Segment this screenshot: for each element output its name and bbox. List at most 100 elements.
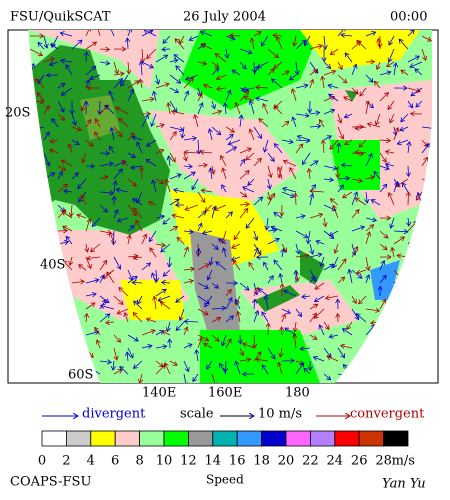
wind-vector bbox=[399, 39, 409, 50]
wind-vector bbox=[127, 347, 133, 358]
wind-vector bbox=[330, 139, 339, 149]
wind-vector bbox=[327, 356, 339, 362]
wind-vector bbox=[69, 144, 72, 154]
wind-vector bbox=[43, 35, 47, 48]
wind-vector bbox=[147, 48, 157, 59]
colorbar-title: Speed bbox=[206, 473, 244, 487]
wind-vector bbox=[253, 248, 258, 258]
wind-vector bbox=[223, 168, 227, 180]
wind-vector bbox=[107, 272, 115, 284]
wind-vector bbox=[211, 282, 218, 288]
wind-vector bbox=[315, 295, 325, 302]
wind-vector bbox=[169, 152, 175, 162]
wind-vector bbox=[152, 273, 157, 284]
wind-vector bbox=[295, 363, 304, 375]
wind-vector bbox=[43, 106, 49, 115]
wind-vector bbox=[319, 120, 325, 128]
wind-vector bbox=[204, 343, 213, 349]
wind-vector bbox=[197, 338, 202, 349]
colorbar-swatch bbox=[41, 430, 67, 447]
wind-vector bbox=[337, 30, 346, 37]
wind-vector bbox=[95, 119, 101, 128]
wind-vector bbox=[71, 127, 81, 130]
wind-vector bbox=[379, 152, 386, 162]
wind-vector bbox=[365, 218, 376, 221]
wind-vector bbox=[267, 276, 273, 284]
wind-vector bbox=[141, 99, 154, 101]
wind-vector bbox=[386, 164, 395, 166]
legend-convergent: convergent bbox=[350, 407, 425, 422]
legend-divergent: divergent bbox=[82, 407, 146, 422]
wind-vector bbox=[253, 197, 263, 206]
wind-vector bbox=[351, 243, 355, 255]
wind-vector bbox=[239, 48, 252, 53]
wind-vector bbox=[267, 239, 279, 245]
colorbar-tick-label: 18 bbox=[253, 454, 270, 469]
wind-vector bbox=[324, 217, 326, 227]
wind-vector bbox=[197, 264, 209, 271]
wind-vector bbox=[211, 256, 212, 265]
wind-vector bbox=[401, 113, 409, 122]
wind-vector bbox=[365, 74, 373, 82]
wind-vector bbox=[300, 348, 311, 349]
wind-vector bbox=[113, 256, 121, 269]
wind-vector bbox=[140, 79, 142, 89]
wind-vector bbox=[197, 334, 209, 341]
wind-vector bbox=[86, 243, 87, 252]
wind-vector bbox=[253, 31, 261, 37]
colorbar-tick-label: 2 bbox=[62, 454, 70, 469]
wind-vector bbox=[198, 249, 199, 258]
wind-vector bbox=[345, 139, 353, 144]
colorbar-tick-label: 16 bbox=[229, 454, 246, 469]
wind-vector bbox=[160, 302, 171, 310]
wind-vector bbox=[184, 327, 187, 336]
wind-vector bbox=[232, 243, 241, 248]
wind-vector bbox=[85, 332, 99, 336]
wind-vector bbox=[77, 215, 87, 219]
wind-vector bbox=[335, 243, 338, 253]
wind-vector bbox=[322, 76, 324, 89]
wind-vector bbox=[379, 230, 388, 238]
wind-vector bbox=[310, 194, 313, 206]
wind-vector bbox=[308, 230, 310, 244]
header-date: 26 July 2004 bbox=[183, 10, 266, 25]
wind-vector bbox=[155, 244, 165, 246]
wind-vector bbox=[197, 94, 202, 102]
wind-vector bbox=[309, 126, 321, 127]
colorbar-unit: m/s bbox=[392, 454, 415, 469]
wind-vector bbox=[131, 166, 143, 168]
wind-vector bbox=[401, 70, 409, 76]
wind-vector bbox=[374, 171, 381, 180]
wind-vector bbox=[240, 115, 242, 128]
wind-vector bbox=[281, 121, 289, 128]
colorbar-tick-label: 26 bbox=[351, 454, 368, 469]
wind-vector bbox=[236, 103, 241, 115]
lon-label: 140E bbox=[142, 386, 176, 401]
wind-vector bbox=[267, 165, 271, 177]
wind-vector bbox=[225, 339, 231, 349]
wind-vector bbox=[379, 93, 388, 102]
wind-vector bbox=[290, 74, 297, 80]
wind-vector bbox=[87, 257, 101, 259]
colorbar-swatch bbox=[334, 430, 360, 447]
wind-vector bbox=[60, 33, 73, 37]
wind-vector bbox=[294, 35, 296, 46]
wind-vector bbox=[85, 66, 96, 76]
wind-vector bbox=[99, 163, 113, 166]
wind-vector bbox=[349, 269, 353, 284]
wind-vector bbox=[147, 139, 157, 146]
wind-vector bbox=[250, 101, 255, 115]
wind-vector bbox=[114, 181, 116, 193]
wind-vector bbox=[240, 347, 243, 356]
wind-vector bbox=[296, 243, 299, 254]
wind-vector bbox=[267, 152, 274, 161]
wind-vector bbox=[127, 352, 128, 362]
wind-vector bbox=[183, 78, 193, 89]
wind-vector bbox=[222, 334, 227, 346]
colorbar-tick-label: 22 bbox=[302, 454, 319, 469]
wind-vector bbox=[225, 147, 236, 154]
wind-vector bbox=[147, 319, 157, 323]
wind-vector bbox=[208, 269, 213, 280]
wind-vector bbox=[141, 263, 150, 271]
